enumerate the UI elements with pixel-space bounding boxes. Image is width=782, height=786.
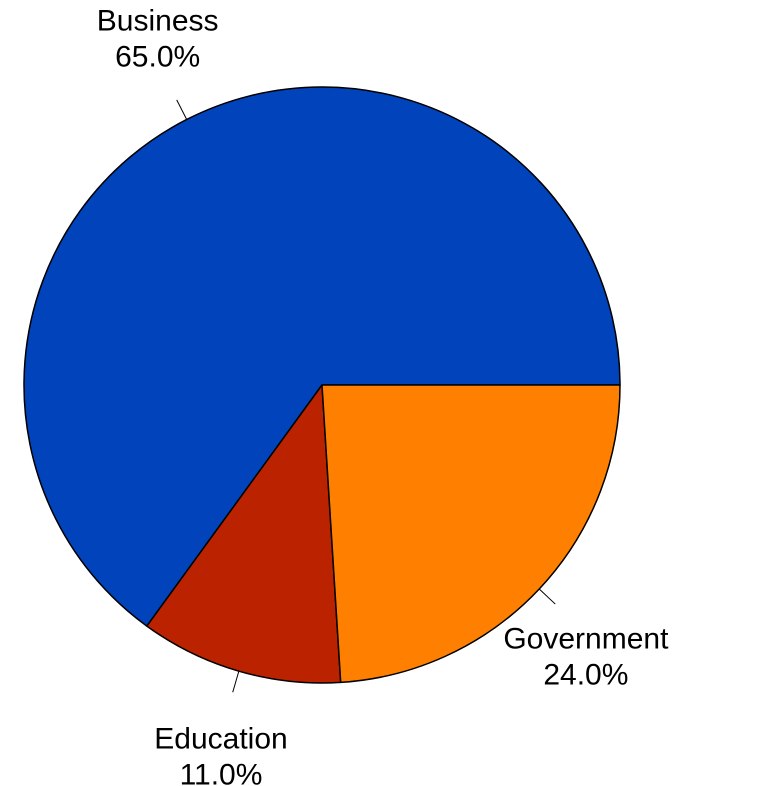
leader-line-government bbox=[538, 588, 556, 605]
pie-slices bbox=[23, 86, 621, 684]
pie-label-business: Business bbox=[97, 4, 219, 37]
pie-percent-government: 24.0% bbox=[543, 659, 628, 692]
pie-label-government: Government bbox=[503, 623, 669, 656]
leader-line-business bbox=[176, 99, 188, 120]
pie-label-education: Education bbox=[154, 723, 287, 756]
pie-slice-education bbox=[146, 384, 342, 684]
pie-leader-lines bbox=[176, 99, 556, 693]
leader-line-education bbox=[232, 671, 240, 693]
pie-slice-business bbox=[23, 86, 621, 627]
pie-percent-education: 11.0% bbox=[180, 759, 263, 786]
pie-percent-business: 65.0% bbox=[115, 40, 200, 73]
